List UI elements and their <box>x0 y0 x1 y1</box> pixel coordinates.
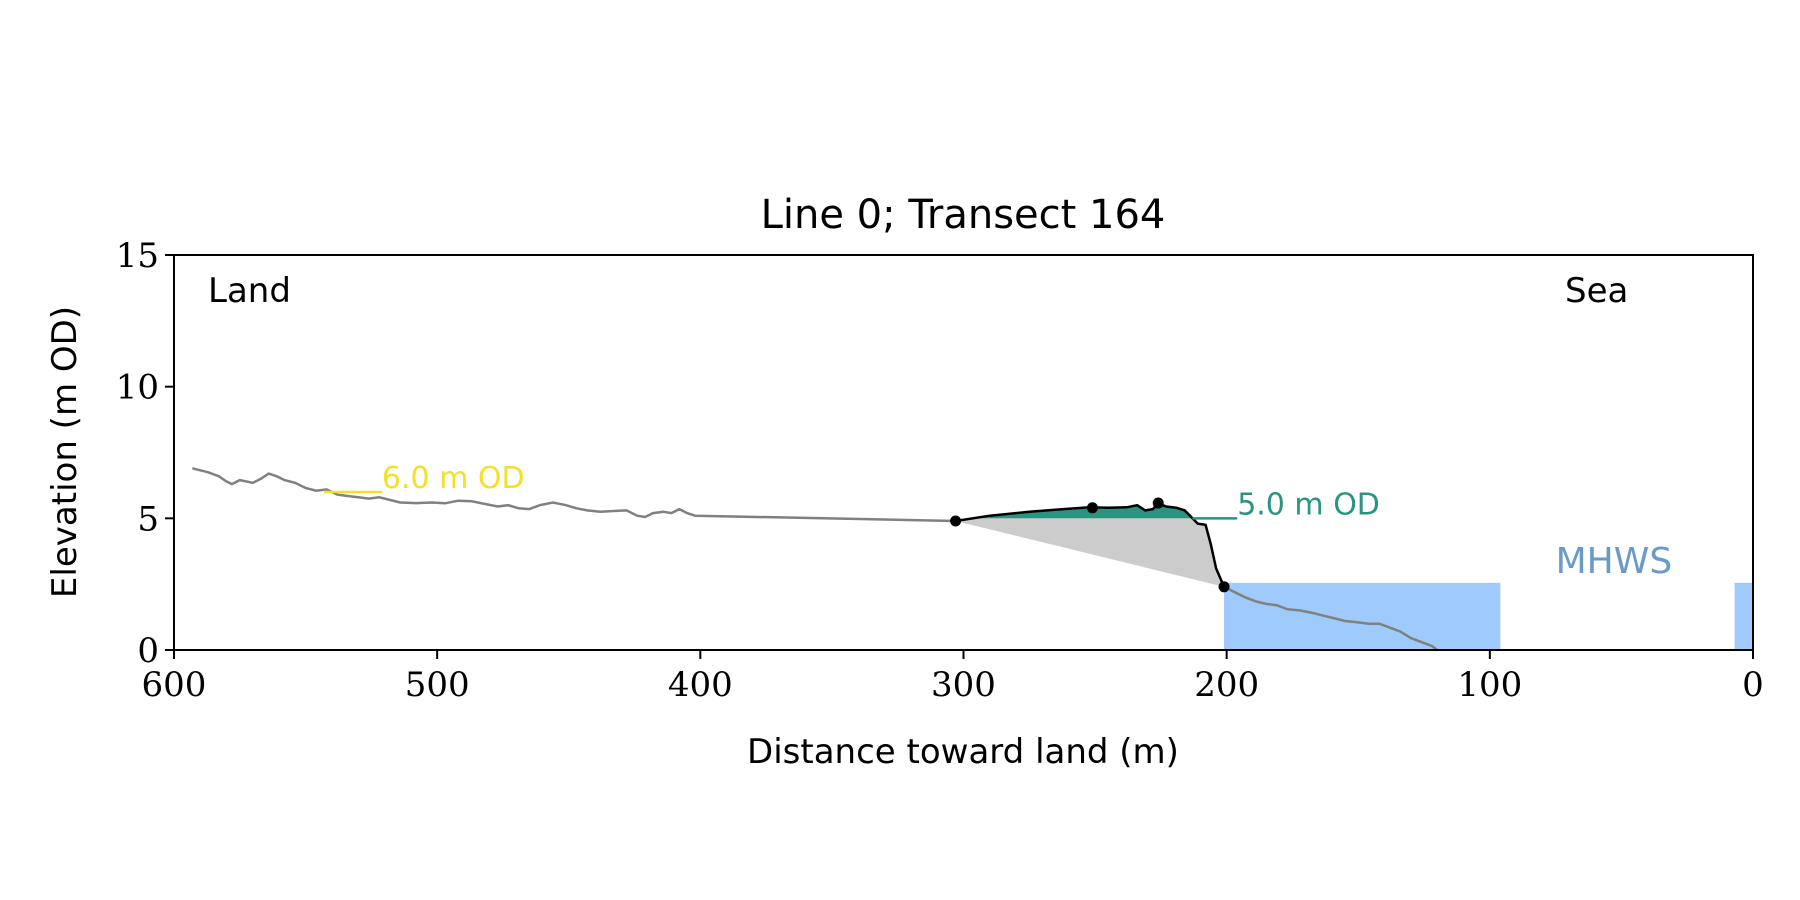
y-tick-label-5: 5 <box>137 499 159 539</box>
profile-line-seaward <box>1223 585 1438 651</box>
x-tick-label-600: 600 <box>142 665 207 705</box>
level-5-label: 5.0 m OD <box>1237 487 1380 522</box>
y-tick-label-10: 10 <box>116 368 159 408</box>
sea-label: Sea <box>1565 271 1628 311</box>
plot-frame <box>173 254 1754 651</box>
annotations: 6.0 m OD 5.0 m OD MHWS <box>324 461 1672 582</box>
x-tick-label-500: 500 <box>405 665 470 705</box>
profile-marker-0 <box>950 515 962 527</box>
x-tick-label-400: 400 <box>668 665 733 705</box>
dune-volume-fill <box>955 503 1224 587</box>
area-fills <box>955 503 1753 650</box>
y-axis-label: Elevation (m OD) <box>45 306 85 598</box>
x-tick-label-100: 100 <box>1457 665 1522 705</box>
land-label: Land <box>208 271 291 311</box>
x-tick-label-200: 200 <box>1194 665 1259 705</box>
x-axis-label: Distance toward land (m) <box>747 732 1179 772</box>
profile-marker-1 <box>1086 502 1098 514</box>
mhws-fill-1 <box>1734 582 1753 650</box>
profile-marker-3 <box>1218 581 1230 593</box>
level-6-label: 6.0 m OD <box>382 461 525 496</box>
mhws-label: MHWS <box>1556 541 1673 582</box>
profile-markers <box>950 497 1230 593</box>
y-tick-label-15: 15 <box>116 236 159 276</box>
axes: 600 500 400 300 200 100 0 0 5 10 15 <box>116 236 1764 705</box>
y-tick-label-0: 0 <box>137 631 159 671</box>
x-tick-label-0: 0 <box>1742 665 1764 705</box>
x-tick-label-300: 300 <box>931 665 996 705</box>
mhws-fill-0 <box>1224 582 1501 650</box>
profile-marker-2 <box>1152 497 1164 509</box>
chart-title: Line 0; Transect 164 <box>761 192 1166 238</box>
profile-line-landward <box>192 467 956 523</box>
